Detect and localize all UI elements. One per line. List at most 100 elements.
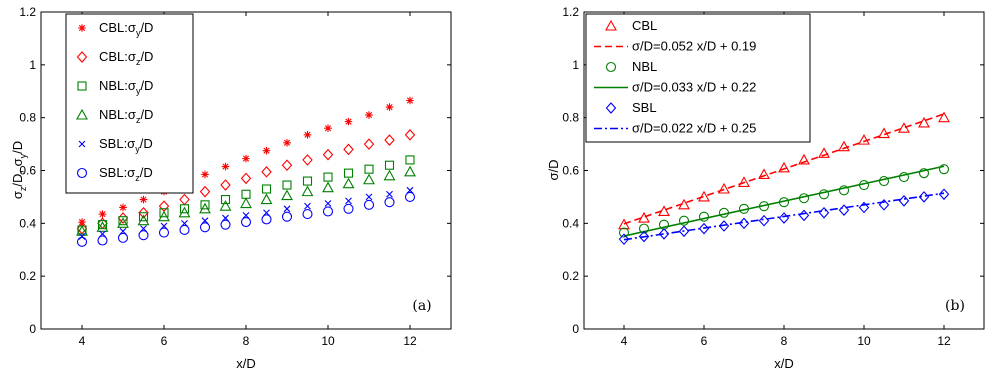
chart-a-point bbox=[261, 214, 272, 225]
chart-b-point bbox=[738, 203, 750, 214]
chart-a-point bbox=[365, 193, 373, 201]
chart-b-legend-label: CBL bbox=[632, 18, 657, 33]
chart-a-point bbox=[343, 203, 354, 214]
legend-label-part: /D bbox=[140, 107, 153, 122]
chart-b-point bbox=[838, 140, 850, 152]
chart-a-point bbox=[323, 172, 333, 182]
chart-a-point bbox=[302, 154, 313, 166]
chart-a-legend-marker bbox=[76, 108, 88, 120]
chart-a-point bbox=[283, 138, 291, 147]
y-tick-label: 0.4 bbox=[19, 216, 36, 230]
chart-a-point bbox=[404, 165, 416, 177]
chart-b-point bbox=[858, 201, 870, 214]
legend-label-sub: y bbox=[136, 86, 141, 96]
chart-b-fit-line bbox=[623, 113, 945, 225]
chart-a-point bbox=[304, 202, 311, 210]
chart-a-legend-label: SBL:σz/D bbox=[99, 165, 153, 183]
y-tick-label: 0.2 bbox=[562, 269, 579, 283]
chart-a-point bbox=[240, 216, 252, 228]
chart-a-legend-label: NBL:σz/D bbox=[99, 107, 153, 125]
chart-a-point bbox=[322, 181, 334, 193]
chart-a-point bbox=[76, 236, 88, 247]
chart-b-point bbox=[878, 199, 890, 211]
chart-a-point bbox=[303, 131, 312, 139]
x-tick-label: 4 bbox=[621, 334, 628, 348]
chart-b-point bbox=[698, 190, 710, 202]
chart-b-legend-marker bbox=[605, 61, 617, 73]
chart-b-point bbox=[758, 168, 770, 180]
chart-a-legend-label: SBL:σy/D bbox=[99, 136, 153, 154]
chart-a-point bbox=[76, 225, 88, 236]
chart-a-point bbox=[117, 232, 129, 243]
chart-a-point bbox=[138, 212, 149, 222]
chart-b-fit-line bbox=[623, 192, 945, 241]
x-tick-label: 10 bbox=[857, 334, 871, 348]
chart-b-point bbox=[858, 179, 870, 191]
chart-b-point bbox=[678, 198, 690, 210]
chart-b-point bbox=[778, 197, 790, 208]
chart-a-point bbox=[384, 160, 395, 170]
chart-a-point bbox=[302, 209, 313, 220]
chart-b-point bbox=[618, 218, 630, 230]
y-tick-label: 0 bbox=[572, 322, 579, 336]
chart-a-point bbox=[301, 185, 314, 197]
legend-label-part: /D bbox=[140, 136, 153, 151]
chart-a-point bbox=[221, 162, 230, 171]
chart-b-point bbox=[778, 212, 790, 224]
chart-a-point bbox=[384, 134, 395, 146]
chart-b-point bbox=[918, 191, 930, 203]
chart-a-point bbox=[324, 200, 332, 207]
chart-a-point bbox=[138, 206, 149, 219]
y-tick-label: 0.4 bbox=[562, 216, 579, 230]
y-tick-label: 0.6 bbox=[19, 164, 36, 178]
chart-a-ylabel-part: /D, σ bbox=[10, 158, 25, 186]
chart-a-point bbox=[240, 197, 252, 209]
chart-a-point bbox=[179, 204, 190, 214]
chart-b-point bbox=[798, 153, 810, 165]
chart-a-ylabel: σz/D, σy/D bbox=[10, 141, 28, 199]
chart-a-point bbox=[178, 206, 191, 218]
chart-a-point bbox=[282, 180, 292, 190]
chart-a-point bbox=[138, 230, 149, 241]
legend-label-part: /D bbox=[140, 165, 153, 180]
chart-b-point bbox=[618, 233, 630, 246]
chart-b-point bbox=[638, 230, 650, 243]
legend-label-sub: z bbox=[135, 173, 140, 183]
y-tick-label: 0.6 bbox=[562, 164, 579, 178]
legend-label-sub: z bbox=[136, 115, 141, 125]
chart-b-point bbox=[838, 204, 850, 216]
y-tick-label: 0.2 bbox=[19, 269, 36, 283]
legend-label-part: /D bbox=[140, 20, 153, 35]
chart-a-point bbox=[158, 227, 170, 238]
chart-b-point bbox=[678, 215, 690, 226]
y-tick-label: 1 bbox=[29, 58, 36, 72]
chart-b-point bbox=[758, 201, 770, 212]
chart-b-point bbox=[878, 127, 890, 139]
chart-a-ylabel-sub: z bbox=[18, 186, 28, 191]
chart-a-point bbox=[384, 197, 395, 208]
chart-a-point bbox=[404, 191, 416, 202]
chart-b-point bbox=[718, 182, 730, 194]
x-tick-label: 6 bbox=[161, 334, 168, 348]
chart-b-legend: CBL σ/D=0.052 x/D + 0.19 NBL σ/D=0.033 x/D … bbox=[585, 13, 811, 143]
chart-b-marks bbox=[618, 111, 950, 246]
chart-a-point bbox=[219, 200, 232, 211]
chart-a-point bbox=[343, 168, 354, 178]
chart-a-point bbox=[322, 206, 334, 217]
chart-a-point bbox=[324, 124, 332, 133]
chart-a-ticks: 4 6 8 10 12 0 0.2 0.4 0.6 0.8 1 1.2 bbox=[19, 5, 451, 348]
legend-label-part: NBL:σ bbox=[99, 107, 136, 122]
chart-a-point bbox=[342, 177, 355, 189]
x-tick-label: 6 bbox=[701, 334, 708, 348]
chart-b-point bbox=[798, 193, 810, 204]
chart-a-legend-marker bbox=[76, 51, 88, 63]
chart-b-point bbox=[658, 205, 670, 216]
chart-b-point bbox=[618, 227, 630, 238]
chart-a-point bbox=[96, 221, 109, 232]
chart-a-point bbox=[261, 165, 272, 178]
chart-a-legend-box bbox=[65, 13, 194, 194]
chart-a-marks bbox=[76, 96, 416, 247]
chart-b-point bbox=[778, 161, 790, 173]
chart-a-point bbox=[117, 217, 129, 228]
chart-a-point bbox=[119, 203, 127, 212]
